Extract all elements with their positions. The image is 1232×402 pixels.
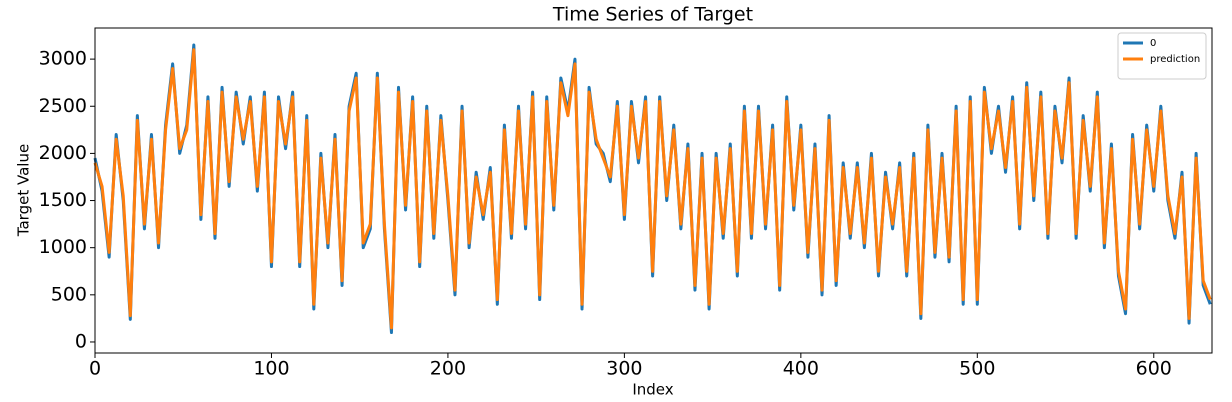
chart-title: Time Series of Target [552, 4, 753, 26]
y-tick-label: 2500 [39, 95, 87, 117]
x-tick-label: 400 [783, 358, 819, 380]
x-tick-label: 0 [89, 358, 101, 380]
x-tick-label: 300 [606, 358, 642, 380]
x-tick-label: 600 [1136, 358, 1172, 380]
y-tick-label: 1000 [39, 236, 87, 258]
x-tick-label: 100 [253, 358, 289, 380]
plot-frame [94, 27, 1213, 354]
y-tick-label: 0 [75, 330, 87, 352]
y-tick-label: 3000 [39, 48, 87, 70]
series-line [93, 48, 1212, 330]
x-tick-label: 500 [959, 358, 995, 380]
x-tick-label: 200 [430, 358, 466, 380]
y-tick-label: 1500 [39, 189, 87, 211]
legend-label: 0 [1150, 38, 1156, 49]
x-axis-label: Index [632, 381, 673, 399]
series-line [93, 43, 1212, 335]
legend-label: prediction [1150, 54, 1200, 65]
y-tick-label: 500 [51, 283, 87, 305]
y-tick-label: 2000 [39, 142, 87, 164]
y-axis-label: Target Value [15, 144, 33, 237]
